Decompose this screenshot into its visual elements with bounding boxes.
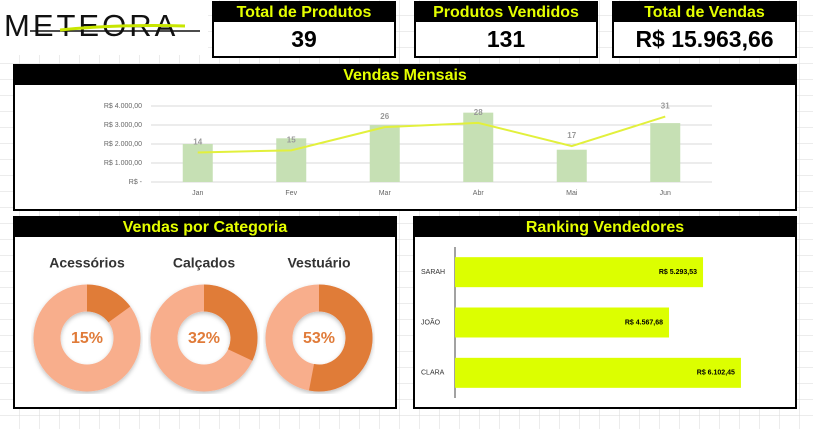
data-label: 14 bbox=[193, 138, 202, 147]
kpi-header bbox=[213, 2, 395, 22]
logo: METEORA bbox=[0, 0, 208, 55]
panel-title: Vendas por Categoria bbox=[123, 219, 288, 236]
data-label: 28 bbox=[474, 108, 483, 117]
logo-streak bbox=[59, 24, 186, 32]
donut-title: Calçados bbox=[173, 255, 235, 271]
kpi-title: Total de Vendas bbox=[644, 4, 765, 21]
y-tick-label: JOÃO bbox=[421, 317, 441, 326]
donut bbox=[33, 284, 141, 392]
data-label: 26 bbox=[380, 112, 389, 121]
y-tick-label: R$ 2.000,00 bbox=[104, 141, 142, 148]
bar bbox=[276, 138, 307, 182]
y-tick-label: R$ 4.000,00 bbox=[104, 103, 142, 110]
panel-header bbox=[14, 217, 396, 237]
panel-header bbox=[14, 65, 796, 85]
kpi-header bbox=[613, 2, 796, 22]
donut-segment bbox=[86, 284, 131, 324]
donut-label: 53% bbox=[303, 330, 335, 347]
x-tick-label: Abr bbox=[473, 190, 485, 197]
data-label: R$ 6.102,45 bbox=[697, 370, 735, 377]
panel-title: Vendas Mensais bbox=[343, 67, 467, 84]
y-tick-label: R$ 1.000,00 bbox=[104, 160, 142, 167]
kpi-value: 131 bbox=[487, 26, 526, 52]
donut bbox=[265, 284, 373, 392]
x-tick-label: Fev bbox=[285, 190, 297, 197]
donut-title: Vestuário bbox=[287, 255, 350, 271]
panel-title: Ranking Vendedores bbox=[526, 219, 684, 236]
bar bbox=[556, 149, 587, 182]
kpi-title: Total de Produtos bbox=[237, 4, 372, 21]
y-tick-label: R$ - bbox=[129, 179, 143, 186]
data-label: 31 bbox=[661, 102, 670, 111]
data-label: 17 bbox=[567, 131, 576, 140]
donut-segment bbox=[308, 284, 373, 392]
y-tick-label: CLARA bbox=[421, 370, 445, 377]
panel-header bbox=[414, 217, 796, 237]
donut-title: Acessórios bbox=[49, 255, 125, 271]
x-tick-label: Mai bbox=[566, 190, 578, 197]
x-tick-label: Mar bbox=[379, 190, 392, 197]
y-tick-label: SARAH bbox=[421, 269, 445, 276]
donut-label: 15% bbox=[71, 330, 103, 347]
line bbox=[197, 115, 666, 154]
bar bbox=[650, 123, 681, 182]
kpi-value: 39 bbox=[291, 26, 317, 52]
x-tick-label: Jan bbox=[192, 190, 203, 197]
kpi-title: Produtos Vendidos bbox=[433, 4, 579, 21]
donut-segment bbox=[203, 284, 258, 361]
kpi-value: R$ 15.963,66 bbox=[635, 26, 773, 52]
donut bbox=[150, 284, 258, 392]
y-tick-label: R$ 3.000,00 bbox=[104, 122, 142, 129]
kpi-header bbox=[415, 2, 597, 22]
x-tick-label: Jun bbox=[660, 190, 671, 197]
bar bbox=[455, 357, 741, 388]
donut-label: 32% bbox=[188, 330, 220, 347]
data-label: 15 bbox=[287, 135, 296, 144]
bar bbox=[455, 307, 670, 338]
bar bbox=[369, 125, 400, 182]
bar bbox=[182, 144, 213, 182]
bar bbox=[455, 257, 704, 288]
data-label: R$ 5.293,53 bbox=[659, 269, 697, 276]
data-label: R$ 4.567,68 bbox=[625, 319, 663, 326]
